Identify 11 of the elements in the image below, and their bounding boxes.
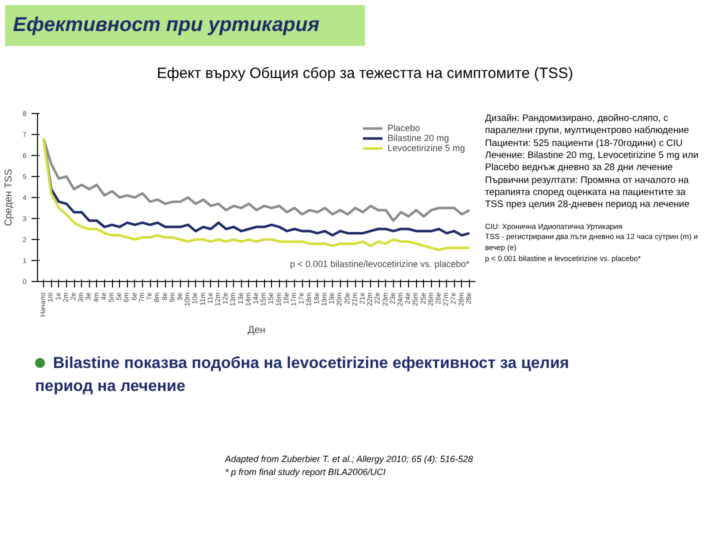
legend-label: Levocetirizine 5 mg [387,143,465,153]
legend-label: Placebo [387,123,420,133]
legend-label: Bilastine 20 mg [387,133,449,143]
chart-title: Ефект върху Общия сбор за тежестта на симптомите (TSS) [156,64,574,84]
text: Ефективност при уртикария [5,5,365,46]
x-axis-title: Ден [248,324,266,336]
y-axis-title: Среден TSS [4,168,15,226]
text: Bilastine показва подобна на levocetirizine ефективност за целия период на лечение [34,354,570,397]
annotation: p < 0.001 bilastine/levocetirizine vs. placebo* [290,258,470,269]
text: Дизайн: Рандомизирано, двойно-сляпо, с паралелни групи, мултицентрово наблюдение Пациенти: 525 пациенти (18-70години) с CIU Лечение: Bilastine 20 mg, Levocetirizine 5 mg или Placebo веднъж дневно за 28 дни лечение Първични резултати: Промяна от началото на терапията според оценката на пациентите за TSS през целия 28-дневен период на лечение [485,113,700,212]
text: Adapted from Zuberbier T. et al.; Allergy 2010; 65 (4): 516-528 * p from final study report BILA2006/UCI [224,453,473,479]
